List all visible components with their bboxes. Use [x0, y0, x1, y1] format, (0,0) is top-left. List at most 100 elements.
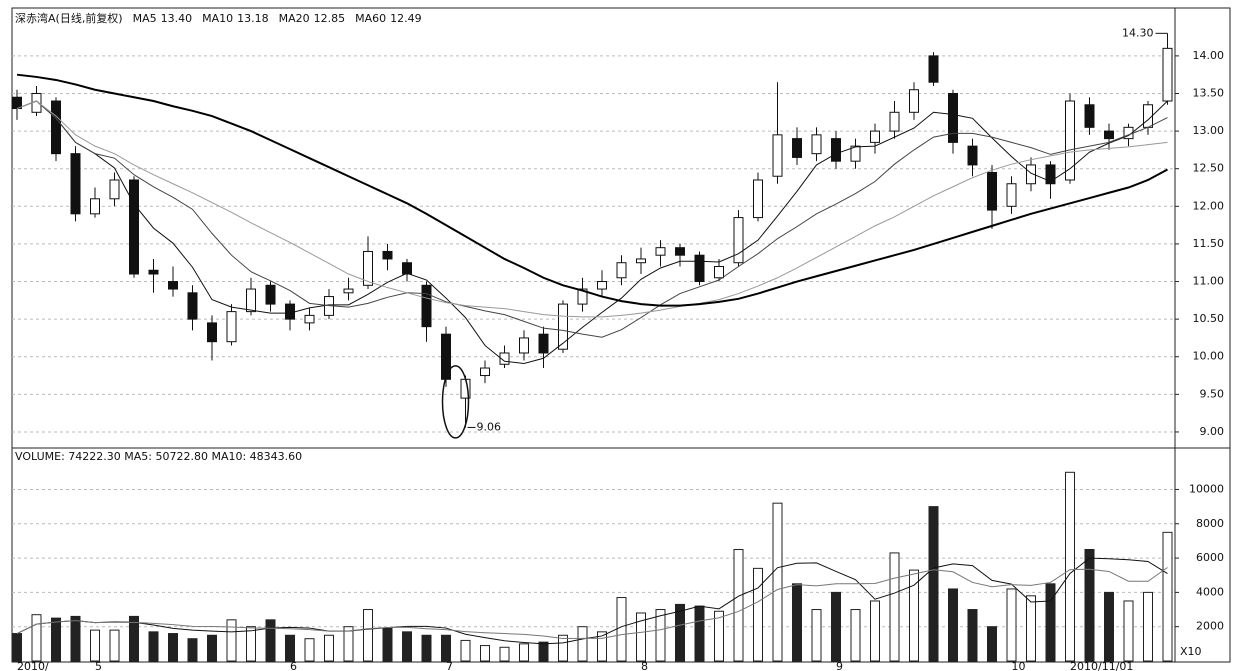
legend-name: MA5 [133, 12, 157, 25]
volume-bar [90, 629, 100, 662]
legend-value: 13.18 [237, 12, 269, 25]
volume-bar [694, 605, 705, 662]
volume-bar [129, 615, 139, 662]
candle-body [382, 250, 393, 260]
volume-header: VOLUME: 74222.30 MA5: 50722.80 MA10: 483… [15, 450, 302, 463]
legend-name: MA20 [279, 12, 310, 25]
candle-body [90, 198, 100, 215]
x-tick-label: 2010/11/01 [1070, 660, 1133, 671]
volume-bar [246, 626, 256, 662]
candle-body [558, 303, 568, 350]
volume-bar [324, 634, 334, 662]
ma-line [16, 100, 1168, 318]
candle-body [187, 292, 198, 320]
candle-body [109, 179, 120, 200]
candle-body [655, 247, 666, 256]
candle-body [265, 284, 276, 305]
volume-bar [792, 583, 802, 662]
candle-body [1026, 164, 1036, 185]
annotation-label: 14.30 [1122, 26, 1154, 39]
x-tick-label: 7 [446, 660, 453, 671]
candle-body [441, 333, 451, 380]
candle-body [636, 258, 646, 264]
candle-body [714, 265, 724, 279]
candle-body [1104, 130, 1114, 140]
volume-bar [382, 627, 393, 662]
ma-line [16, 100, 1168, 365]
volume-bar [850, 609, 861, 662]
volume-bar [1006, 588, 1017, 662]
volume-bar [831, 591, 841, 662]
volume-bar [967, 609, 978, 662]
volume-bar [460, 639, 471, 662]
volume-bar [655, 609, 666, 662]
y-tick-label: 4000 [1196, 585, 1224, 598]
y-tick-label: 13.00 [1193, 124, 1225, 137]
candle-body [519, 337, 529, 354]
candle-body [343, 288, 354, 294]
volume-bar [889, 552, 900, 662]
volume-bar [499, 646, 510, 662]
candle-body [70, 153, 81, 215]
volume-bar [1104, 591, 1114, 662]
ma-line [16, 100, 1168, 338]
candle-body [675, 247, 685, 256]
y-tick-label: 14.00 [1193, 49, 1225, 62]
candle-body [304, 314, 315, 324]
candle-body [1143, 104, 1153, 128]
volume-bar [714, 610, 724, 662]
x-tick-label: 6 [290, 660, 297, 671]
candle-body [811, 134, 822, 155]
candle-body [967, 145, 978, 166]
volume-bar [577, 626, 588, 662]
candle-body [538, 333, 549, 354]
volume-bar [304, 638, 315, 662]
candle-body [246, 288, 256, 313]
volume-bar [597, 631, 607, 662]
x-tick-label: 9 [836, 660, 843, 671]
candle-body [226, 311, 237, 343]
volume-bar [616, 597, 627, 662]
candle-body [402, 262, 412, 275]
ma-line [16, 73, 1168, 307]
volume-bar [733, 548, 744, 662]
y-tick-label: 11.50 [1193, 237, 1225, 250]
volume-bar [70, 615, 81, 662]
legend-name: MA10 [202, 12, 233, 25]
volume-bar [1084, 548, 1095, 662]
candle-body [480, 367, 490, 377]
volume-bar [421, 634, 432, 662]
volume-bar [1065, 471, 1075, 662]
volume-bar [148, 631, 159, 662]
y-tick-label: 10.50 [1193, 312, 1225, 325]
candle-body [616, 262, 627, 279]
volume-bar [909, 569, 919, 662]
candle-body [948, 92, 958, 143]
candle-body [772, 134, 783, 177]
volume-bar [772, 502, 783, 662]
candle-body [421, 284, 432, 328]
volume-bar [187, 638, 198, 662]
candle-body [1084, 104, 1095, 128]
chart-title: 深赤湾A(日线,前复权) [15, 11, 123, 25]
volume-bar [285, 634, 295, 662]
volume-bar [363, 609, 373, 662]
candle-body [928, 55, 939, 83]
candle-body [694, 254, 705, 283]
volume-bar [753, 567, 763, 662]
y-tick-label: 2000 [1196, 620, 1224, 633]
y-tick-label: 12.00 [1193, 199, 1225, 212]
candle-body [363, 250, 373, 286]
volume-bar [928, 506, 939, 662]
y-tick-label: 10.00 [1193, 350, 1225, 363]
x-tick-label: 5 [95, 660, 102, 671]
volume-bar [519, 643, 529, 662]
highlight-ellipse [441, 365, 470, 439]
volume-bar [1045, 583, 1056, 662]
y-tick-label: 9.50 [1200, 387, 1225, 400]
candle-body [207, 322, 217, 343]
volume-bar [51, 617, 61, 662]
candle-body [792, 138, 802, 158]
candle-body [870, 130, 880, 143]
